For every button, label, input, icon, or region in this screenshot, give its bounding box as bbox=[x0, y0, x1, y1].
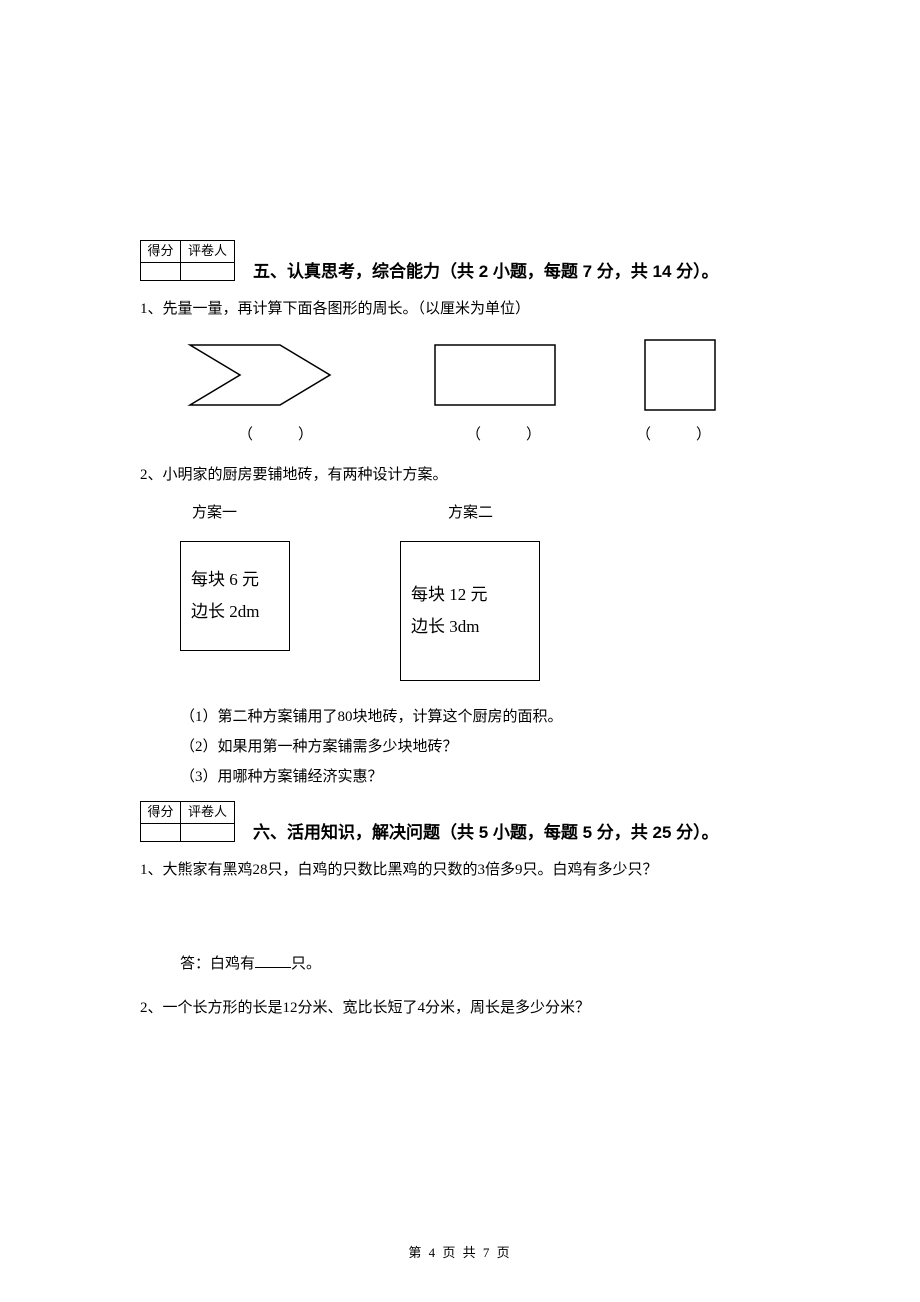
square-rect bbox=[645, 340, 715, 410]
plan-boxes: 每块 6 元 边长 2dm 每块 12 元 边长 3dm bbox=[180, 541, 780, 681]
plan2-line1: 每块 12 元 bbox=[411, 579, 539, 611]
score6-cell-grader[interactable] bbox=[181, 823, 235, 841]
section-6-title: 六、活用知识，解决问题（共 5 小题，每题 5 分，共 25 分）。 bbox=[253, 801, 719, 846]
plan2-line2: 边长 3dm bbox=[411, 611, 539, 643]
arrow-polygon bbox=[190, 345, 330, 405]
page-footer: 第 4 页 共 7 页 bbox=[0, 1243, 920, 1264]
plan1-box: 每块 6 元 边长 2dm bbox=[180, 541, 290, 651]
plan2-box: 每块 12 元 边长 3dm bbox=[400, 541, 540, 681]
cap-arrow[interactable]: （ ） bbox=[238, 423, 313, 447]
rectangle-rect bbox=[435, 345, 555, 405]
shape-square bbox=[640, 335, 730, 415]
section-6-header: 得分 评卷人 六、活用知识，解决问题（共 5 小题，每题 5 分，共 25 分）… bbox=[140, 801, 780, 846]
s5-q1-figures bbox=[180, 335, 780, 415]
plan1-label: 方案一 bbox=[192, 501, 237, 525]
score-cell-grader[interactable] bbox=[181, 262, 235, 280]
plan1-line1: 每块 6 元 bbox=[191, 564, 289, 596]
cap-square[interactable]: （ ） bbox=[636, 423, 711, 447]
score6-header-grader: 评卷人 bbox=[181, 802, 235, 824]
s6-q1-text: 1、大熊家有黑鸡28只，白鸡的只数比黑鸡的只数的3倍多9只。白鸡有多少只？ bbox=[140, 858, 780, 882]
shape-rectangle bbox=[430, 335, 560, 415]
score-header-score: 得分 bbox=[141, 241, 181, 263]
s6-q1-blank[interactable] bbox=[255, 953, 291, 968]
section-5-header: 得分 评卷人 五、认真思考，综合能力（共 2 小题，每题 7 分，共 14 分）… bbox=[140, 240, 780, 285]
score6-cell-score[interactable] bbox=[141, 823, 181, 841]
shape-arrow bbox=[180, 335, 350, 415]
s6-q1-answer: 答：白鸡有 只。 bbox=[180, 952, 780, 976]
plan1-line2: 边长 2dm bbox=[191, 596, 289, 628]
page-content: 得分 评卷人 五、认真思考，综合能力（共 2 小题，每题 7 分，共 14 分）… bbox=[0, 0, 920, 1020]
s5-q2-sub3: （3）用哪种方案铺经济实惠？ bbox=[180, 765, 780, 789]
score-cell-score[interactable] bbox=[141, 262, 181, 280]
s6-q2-text: 2、一个长方形的长是12分米、宽比长短了4分米，周长是多少分米？ bbox=[140, 996, 780, 1020]
s5-q2-text: 2、小明家的厨房要铺地砖，有两种设计方案。 bbox=[140, 463, 780, 487]
score-box: 得分 评卷人 bbox=[140, 240, 235, 281]
s5-q1-text: 1、先量一量，再计算下面各图形的周长。（以厘米为单位） bbox=[140, 297, 780, 321]
score6-header-score: 得分 bbox=[141, 802, 181, 824]
plan2-label: 方案二 bbox=[448, 501, 493, 525]
score-box-6: 得分 评卷人 bbox=[140, 801, 235, 842]
s5-q2-sub1: （1）第二种方案铺用了80块地砖，计算这个厨房的面积。 bbox=[180, 705, 780, 729]
s6-q1-answer-prefix: 答：白鸡有 bbox=[180, 956, 255, 972]
score-header-grader: 评卷人 bbox=[181, 241, 235, 263]
s5-q2-sub2: （2）如果用第一种方案铺需多少块地砖？ bbox=[180, 735, 780, 759]
plan-labels: 方案一 方案二 bbox=[180, 501, 680, 523]
cap-rect[interactable]: （ ） bbox=[466, 423, 541, 447]
s5-q1-captions: （ ） （ ） （ ） bbox=[180, 423, 820, 445]
section-5-title: 五、认真思考，综合能力（共 2 小题，每题 7 分，共 14 分）。 bbox=[253, 240, 719, 285]
s6-q1-answer-suffix: 只。 bbox=[291, 956, 321, 972]
